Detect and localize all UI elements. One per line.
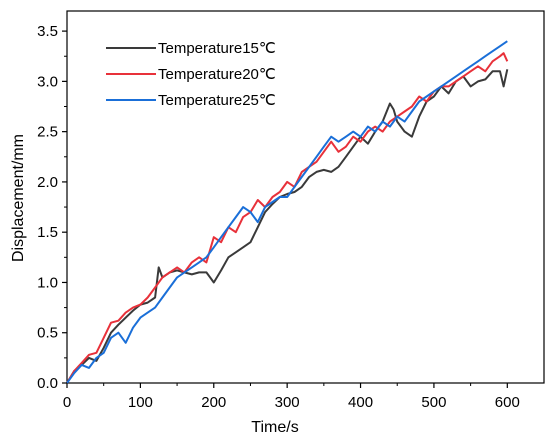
legend: Temperature15℃ Temperature20℃ Temperature2… <box>106 40 276 109</box>
y-tick-label: 3.0 <box>37 73 58 90</box>
plot-border <box>66 10 545 384</box>
y-axis-label: Displacement/mm <box>10 134 27 262</box>
legend-label-3: Temperature25℃ <box>158 92 276 109</box>
x-tick-label: 200 <box>201 394 226 411</box>
y-tick-label: 1.5 <box>37 224 58 241</box>
series-line-2 <box>66 52 509 384</box>
x-tick-label: 600 <box>495 394 520 411</box>
y-tick-label: 0.5 <box>37 325 58 342</box>
plot-frame <box>66 10 545 384</box>
legend-label-2: Temperature20℃ <box>158 66 276 83</box>
x-tick-label: 0 <box>63 394 71 411</box>
x-tick-label: 100 <box>128 394 153 411</box>
x-axis-label: Time/s <box>251 419 298 436</box>
y-tick-label: 0.0 <box>37 375 58 392</box>
series-layer <box>66 40 509 384</box>
y-tick-label: 2.5 <box>37 124 58 141</box>
x-tick-label: 400 <box>348 394 373 411</box>
x-tick-label: 500 <box>421 394 446 411</box>
y-tick-label: 3.5 <box>37 23 58 40</box>
series-line-1 <box>66 69 509 384</box>
legend-label-1: Temperature15℃ <box>158 40 276 57</box>
y-tick-label: 1.0 <box>37 274 58 291</box>
x-tick-label: 300 <box>275 394 300 411</box>
series-line-3 <box>66 40 508 384</box>
axes-layer: 0 100 200 300 400 500 600 0.0 0.5 1.0 1.5 2.0 2.5 3.0… <box>37 23 520 411</box>
y-tick-label: 2.0 <box>37 174 58 191</box>
